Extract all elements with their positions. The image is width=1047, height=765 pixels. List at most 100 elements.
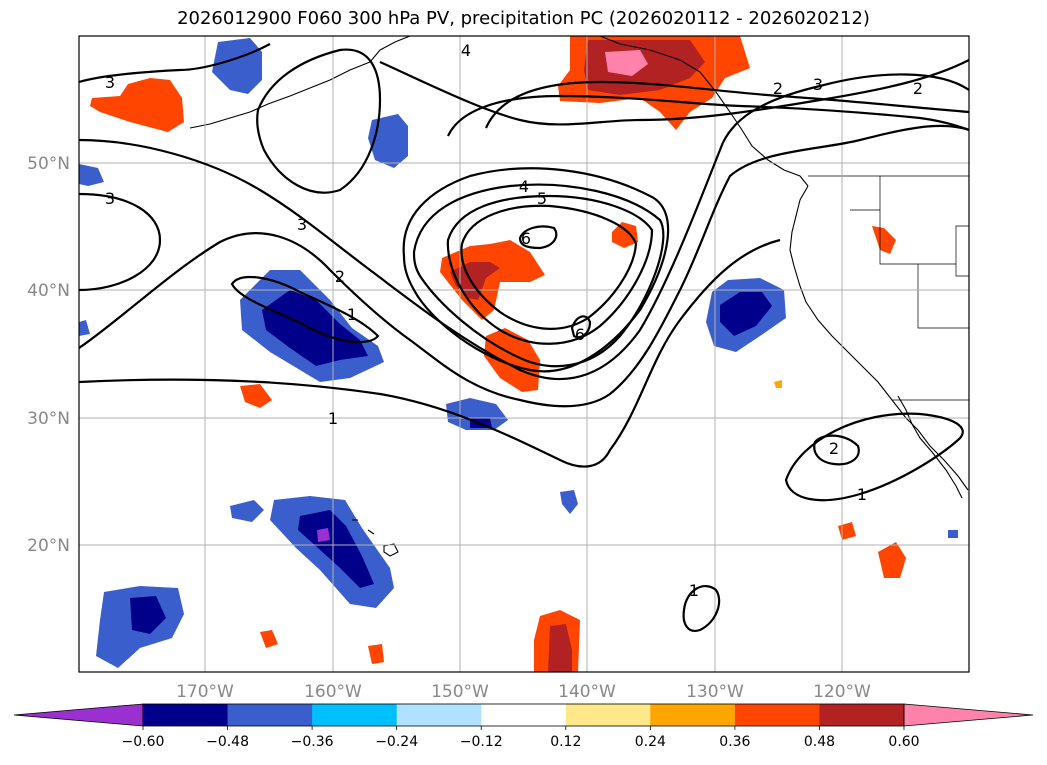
colorbar-segment-1	[227, 704, 313, 726]
contour-label-3b: 3	[105, 189, 115, 208]
colorbar-segment-2	[312, 704, 398, 726]
colorbar-segment-4	[481, 704, 567, 726]
contour-label-6b: 6	[575, 325, 585, 344]
colorbar-extend-min	[13, 703, 144, 727]
y-axis-labels: 50°N 40°N 30°N 20°N	[27, 154, 70, 556]
precip-neg-california-core	[720, 292, 772, 336]
precip-neg-mid	[446, 398, 508, 430]
pv-contour-6-tiny	[570, 315, 592, 339]
precip-pos-small-c	[838, 522, 856, 540]
political-borders	[808, 175, 969, 401]
precip-neg-west-edge	[79, 164, 104, 186]
pv-contour-1-east	[784, 412, 964, 502]
precip-pos-small-g	[774, 380, 782, 388]
precip-pos-central-c	[612, 222, 638, 248]
contour-label-2a: 2	[335, 267, 345, 286]
precip-neg-hawaii-core	[298, 510, 374, 588]
alaska-coast	[599, 36, 809, 187]
y-tick-label-30n: 30°N	[27, 409, 70, 429]
x-tick-label-140w: 140°W	[558, 682, 616, 702]
contour-label-3d: 3	[813, 75, 823, 94]
precip-pos-small-f	[368, 644, 384, 664]
x-axis-labels: 170°W 160°W 150°W 140°W 130°W 120°W	[176, 682, 871, 702]
pv-contour-5-ring	[412, 183, 665, 368]
y-tick-label-50n: 50°N	[27, 154, 70, 174]
colorbar-tick-label-4: −0.12	[460, 734, 503, 750]
pv-contour-1-main	[79, 238, 781, 468]
precip-pos-small-d	[878, 542, 906, 578]
colorbar-extend-max	[903, 703, 1034, 727]
precip-pos-small-a	[240, 384, 272, 408]
contour-label-1d: 1	[689, 581, 699, 600]
colorbar-tick-label-1: −0.48	[206, 734, 249, 750]
contour-label-1c: 1	[347, 305, 357, 324]
pv-contour-labels: 1 1 1 1 2 2 2 2 3 3 3 3 4 4 5 6 6	[105, 41, 923, 600]
colorbar-segment-8	[819, 704, 905, 726]
colorbar-tick-label-8: 0.48	[804, 734, 835, 750]
precip-neg-north-a	[212, 38, 262, 94]
pv-contour-3-a	[79, 192, 162, 292]
colorbar-segment-3	[396, 704, 482, 726]
contour-label-4a: 4	[461, 41, 471, 60]
chart-title: 2026012900 F060 300 hPa PV, precipitatio…	[177, 8, 870, 29]
precip-pos-tropical-core	[548, 624, 572, 672]
precip-neg-small-c	[79, 320, 90, 336]
precip-pos-gulf-alaska-max	[605, 50, 648, 76]
precip-pos-central-a	[440, 240, 545, 320]
contour-label-4b: 4	[519, 177, 529, 196]
colorbar-outline	[142, 703, 905, 727]
gridlines	[79, 36, 969, 672]
precip-neg-small-b	[948, 530, 958, 538]
colorbar-tick-label-0: −0.60	[122, 734, 165, 750]
contour-label-2d: 2	[913, 79, 923, 98]
precip-pos-central-b	[484, 328, 540, 392]
pv-contour-2-east	[813, 434, 860, 466]
hawaii-islands	[352, 519, 399, 557]
x-tick-label-150w: 150°W	[431, 682, 489, 702]
contour-label-3a: 3	[105, 73, 115, 92]
alaska-peninsula	[369, 36, 411, 63]
precip-pos-small-e	[260, 630, 278, 648]
coastlines	[189, 36, 969, 557]
contour-label-1a: 1	[328, 409, 338, 428]
precip-neg-hawaii-west	[230, 500, 264, 522]
pv-contour-3-top	[79, 43, 271, 84]
y-tick-label-40n: 40°N	[27, 281, 70, 301]
pv-contour-4	[379, 59, 969, 126]
colorbar-tick-label-2: −0.36	[291, 734, 334, 750]
pv-contour-1-small	[682, 585, 721, 632]
precip-neg-north-pacific-core	[262, 290, 368, 366]
x-tick-label-120w: 120°W	[813, 682, 871, 702]
contour-label-5a: 5	[537, 189, 547, 208]
colorbar: −0.60 −0.48 −0.36 −0.24 −0.12 0.12 0.24 0.36 0.4…	[13, 703, 1034, 750]
pv-contour-2	[79, 124, 969, 408]
pv-contour-5-upper	[484, 80, 969, 129]
aleutians	[189, 61, 371, 129]
west-coast	[789, 185, 969, 491]
precip-neg-small-a	[560, 490, 578, 514]
x-tick-label-170w: 170°W	[176, 682, 234, 702]
x-tick-label-130w: 130°W	[686, 682, 744, 702]
colorbar-segment-6	[650, 704, 736, 726]
colorbar-tick-label-5: 0.12	[550, 734, 581, 750]
colorbar-segment-7	[734, 704, 820, 726]
pv-contour-3-north	[256, 48, 382, 194]
contour-label-1b: 1	[857, 485, 867, 504]
colorbar-segment-5	[565, 704, 651, 726]
pv-contours	[79, 43, 969, 632]
colorbar-tick-label-9: 0.60	[888, 734, 919, 750]
colorbar-tick-label-3: −0.24	[375, 734, 418, 750]
pv-contour-1-low	[230, 276, 380, 344]
colorbar-tick-label-7: 0.36	[719, 734, 750, 750]
x-tick-label-160w: 160°W	[304, 682, 362, 702]
pv-contour-3-b	[79, 73, 969, 381]
colorbar-segment-0	[143, 704, 229, 726]
contour-label-6a: 6	[521, 229, 531, 248]
pv-contour-4-ring	[402, 167, 670, 373]
pv-contour-6-small	[518, 225, 558, 250]
precip-neg-hawaii-max	[317, 528, 330, 542]
colorbar-tick-label-6: 0.24	[635, 734, 666, 750]
contour-label-3c: 3	[297, 215, 307, 234]
contour-label-2b: 2	[829, 439, 839, 458]
